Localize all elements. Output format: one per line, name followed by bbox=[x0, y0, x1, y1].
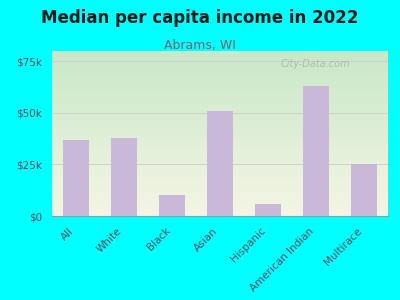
Bar bbox=[159, 195, 185, 216]
Bar bbox=[63, 140, 89, 216]
Bar bbox=[255, 204, 281, 216]
Text: Abrams, WI: Abrams, WI bbox=[164, 39, 236, 52]
Bar bbox=[111, 138, 137, 216]
Text: Median per capita income in 2022: Median per capita income in 2022 bbox=[41, 9, 359, 27]
Bar bbox=[303, 86, 329, 216]
Bar bbox=[351, 164, 377, 216]
Text: City-Data.com: City-Data.com bbox=[280, 59, 350, 69]
Bar bbox=[207, 111, 233, 216]
